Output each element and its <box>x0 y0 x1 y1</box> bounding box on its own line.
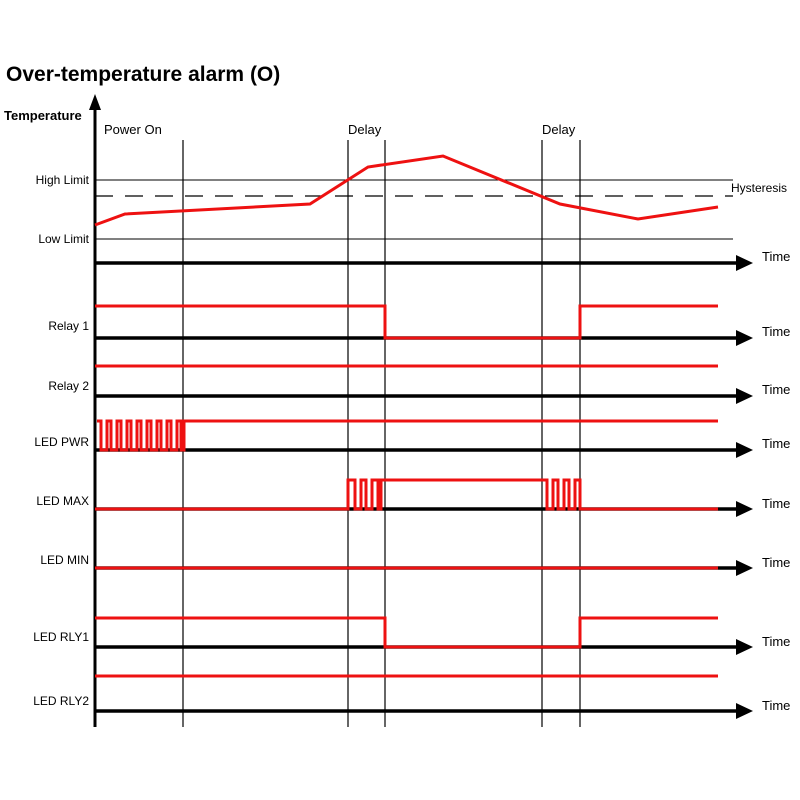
row-led-max <box>95 478 753 517</box>
time-label: Time <box>762 634 790 649</box>
time-arrow-icon <box>736 388 753 404</box>
relay1-signal <box>95 304 718 340</box>
low-limit-label: Low Limit <box>38 232 89 246</box>
led-rly1-signal <box>95 616 718 649</box>
row-led-rly1 <box>95 616 753 655</box>
row-label-led-rly1: LED RLY1 <box>33 630 89 644</box>
hysteresis-label: Hysteresis <box>731 181 787 195</box>
led-pwr-signal <box>97 419 718 452</box>
temperature-section <box>94 154 753 271</box>
row-label-relay1: Relay 1 <box>48 319 89 333</box>
led-max-signal <box>95 478 718 511</box>
row-label-led-rly2: LED RLY2 <box>33 694 89 708</box>
time-label: Time <box>762 382 790 397</box>
time-label: Time <box>762 496 790 511</box>
time-arrow-icon <box>736 560 753 576</box>
row-led-min <box>95 560 753 576</box>
time-arrow-icon <box>736 501 753 517</box>
time-label: Time <box>762 436 790 451</box>
time-arrow-icon <box>736 639 753 655</box>
y-axis-label: Temperature <box>4 108 82 123</box>
time-label: Time <box>762 555 790 570</box>
time-arrow-icon <box>736 255 753 271</box>
temperature-curve <box>94 154 719 227</box>
row-led-rly2 <box>95 674 753 719</box>
row-relay1 <box>95 304 753 346</box>
row-label-led-max: LED MAX <box>36 494 89 508</box>
diagram-title: Over-temperature alarm (O) <box>6 63 281 86</box>
row-relay2 <box>95 364 753 404</box>
delay1-label: Delay <box>348 122 382 137</box>
time-label: Time <box>762 324 790 339</box>
row-led-pwr <box>95 419 753 458</box>
y-axis-arrow-icon <box>89 94 101 110</box>
y-axis <box>89 94 101 727</box>
row-label-relay2: Relay 2 <box>48 379 89 393</box>
row-label-led-pwr: LED PWR <box>34 435 89 449</box>
time-arrow-icon <box>736 703 753 719</box>
power-on-label: Power On <box>104 122 162 137</box>
delay2-label: Delay <box>542 122 576 137</box>
high-limit-label: High Limit <box>36 173 90 187</box>
row-label-led-min: LED MIN <box>40 553 89 567</box>
time-arrow-icon <box>736 442 753 458</box>
time-label: Time <box>762 698 790 713</box>
event-markers <box>182 140 581 727</box>
time-label: Time <box>762 249 790 264</box>
time-arrow-icon <box>736 330 753 346</box>
